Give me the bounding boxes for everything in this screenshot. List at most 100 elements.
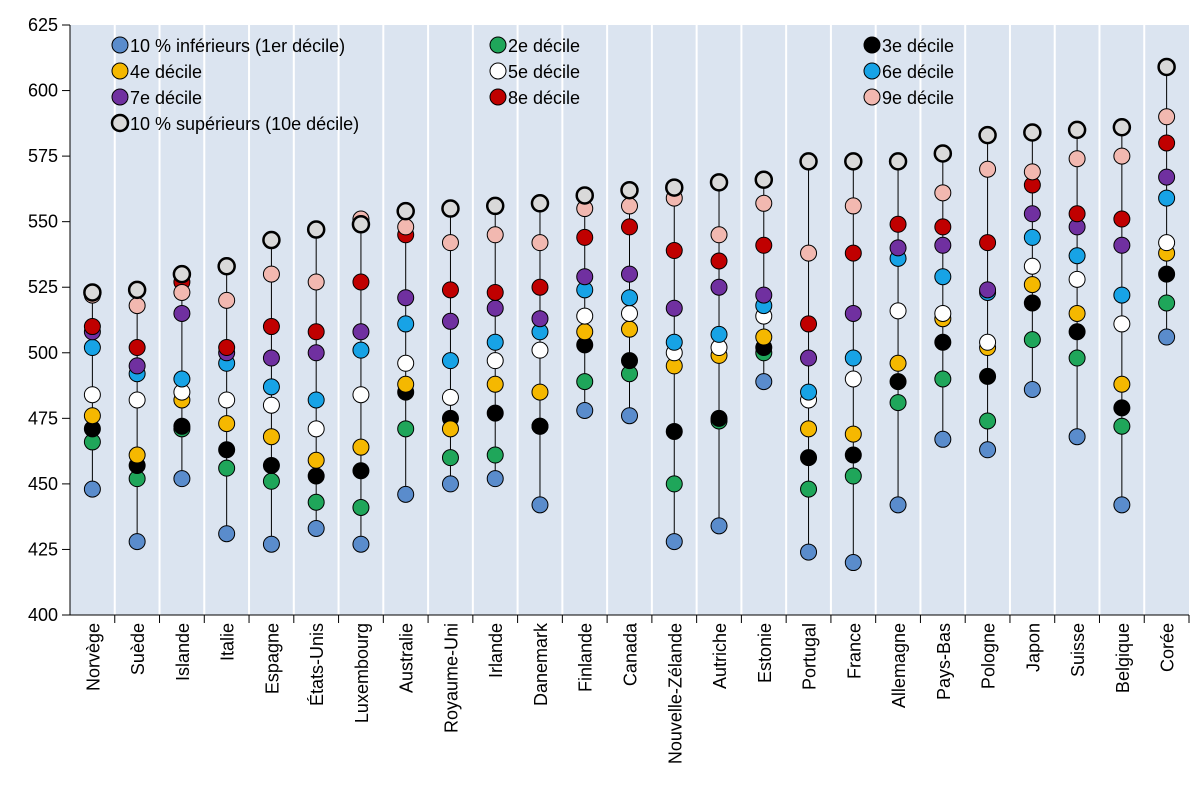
dot [218,441,236,459]
dot [352,462,370,480]
dot [262,428,280,446]
dot [83,318,101,336]
dot [621,304,638,322]
dot [441,234,459,252]
dot [486,283,504,301]
dot [83,283,102,302]
dot [307,467,325,485]
dot [1023,205,1041,223]
dot [1023,276,1041,294]
dot [1023,294,1041,312]
dot [979,367,997,385]
dot [352,498,370,516]
dot [934,218,952,236]
y-tick-label: 625 [28,15,58,35]
dot [531,417,549,435]
dot [307,519,325,537]
dot [397,315,415,333]
dot [979,234,997,252]
dot [1158,134,1176,152]
dot [844,152,863,171]
dot [262,378,280,396]
dot [1113,147,1131,165]
dot [889,239,907,257]
dot [486,404,504,422]
legend-marker [110,113,130,133]
dot [83,386,101,404]
dot [262,318,280,336]
dot [1158,168,1176,186]
x-tick-label: Suède [128,623,148,675]
dot [1068,247,1086,265]
dot [889,354,907,372]
dot [352,535,370,553]
dot [1158,265,1176,283]
dot [441,281,459,299]
dot [172,264,192,284]
dot [621,197,638,215]
dot [1158,234,1176,252]
dot [486,333,504,351]
dot [173,417,191,435]
dot [889,215,907,233]
dot [397,485,415,503]
y-tick-label: 425 [28,539,58,559]
dot [934,430,952,448]
dot [486,375,504,393]
dot [531,341,549,359]
dot [621,289,638,307]
legend-marker [863,88,881,106]
dot [800,480,818,498]
dot [397,289,415,307]
dot [441,475,459,493]
dot [397,354,415,372]
legend-marker [863,36,881,54]
dot [1113,210,1131,228]
dot [1068,349,1086,367]
dot [800,349,818,367]
x-tick-label: Suisse [1068,623,1088,677]
dot [1023,123,1042,142]
dot [441,199,460,218]
dot [979,412,997,430]
dot [218,391,236,409]
y-tick-label: 500 [28,343,58,363]
dot [575,186,594,205]
dot [844,304,862,322]
dot [352,386,370,404]
dot [576,268,594,286]
x-tick-label: Danemark [531,622,551,706]
dot [1158,108,1176,126]
dot [397,218,415,236]
dot [262,265,280,283]
dot [218,291,236,309]
dot [800,383,818,401]
dot [1068,150,1086,168]
dot [441,352,459,370]
dot [665,242,683,260]
dot [889,496,907,514]
dot [1068,205,1086,223]
dot [486,470,504,488]
dot [352,323,370,341]
x-tick-label: Italie [218,623,238,661]
dot [1112,118,1132,137]
dot [128,391,146,409]
dot [754,170,774,189]
legend-label: 5e décile [508,62,580,82]
y-tick-label: 450 [28,474,58,494]
dot [889,302,907,320]
dot [1113,496,1131,514]
dot [665,299,683,317]
dot [127,280,147,300]
dot [307,273,325,291]
dot [1023,228,1041,246]
dot [1157,57,1176,77]
legend-marker [489,36,507,54]
dot [486,299,504,317]
x-tick-label: France [844,623,864,679]
dot [531,383,549,401]
legend-label: 10 % inférieurs (1er décile) [130,36,345,56]
dot [531,496,549,514]
